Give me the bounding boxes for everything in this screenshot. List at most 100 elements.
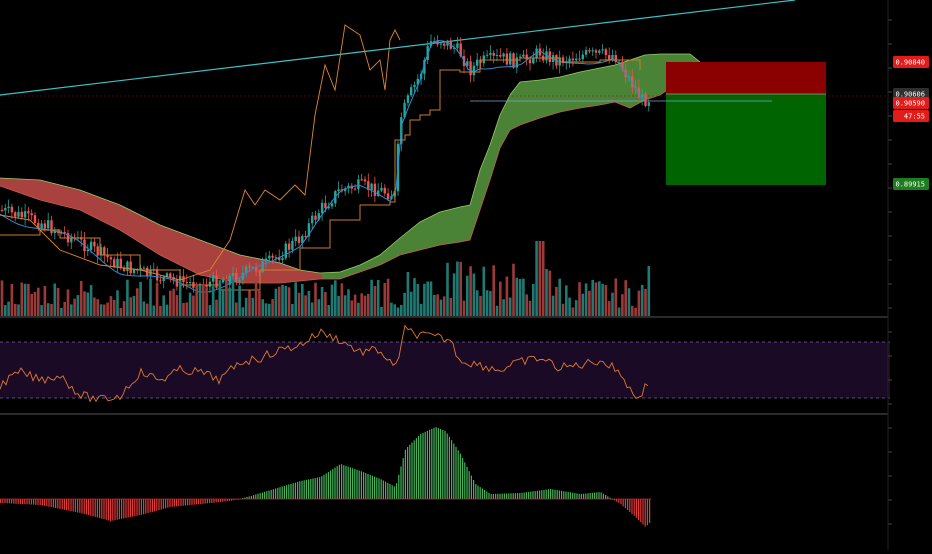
candle-body[interactable] bbox=[185, 282, 188, 284]
candle-body[interactable] bbox=[304, 236, 307, 237]
candle-body[interactable] bbox=[14, 212, 17, 217]
candle-body[interactable] bbox=[86, 249, 89, 252]
candle-body[interactable] bbox=[403, 102, 406, 118]
candle-body[interactable] bbox=[30, 213, 33, 216]
candle-body[interactable] bbox=[581, 54, 584, 60]
candle-body[interactable] bbox=[119, 258, 122, 268]
candle-body[interactable] bbox=[291, 240, 294, 250]
candle-body[interactable] bbox=[7, 206, 10, 208]
candle-body[interactable] bbox=[129, 261, 132, 274]
candle-body[interactable] bbox=[370, 183, 373, 191]
candle-body[interactable] bbox=[617, 61, 621, 63]
candle-body[interactable] bbox=[525, 54, 528, 60]
candle-body[interactable] bbox=[591, 50, 594, 52]
candle-body[interactable] bbox=[476, 59, 479, 66]
candle-body[interactable] bbox=[297, 236, 301, 243]
candle-body[interactable] bbox=[337, 189, 340, 192]
candle-body[interactable] bbox=[386, 193, 390, 199]
candle-body[interactable] bbox=[0, 210, 4, 211]
candle-body[interactable] bbox=[466, 61, 469, 66]
candle-body[interactable] bbox=[317, 213, 320, 220]
candle-body[interactable] bbox=[344, 188, 347, 192]
candle-body[interactable] bbox=[159, 280, 162, 282]
candle-body[interactable] bbox=[311, 215, 314, 224]
candle-body[interactable] bbox=[515, 57, 518, 68]
candle-body[interactable] bbox=[248, 266, 251, 268]
candle-body[interactable] bbox=[594, 50, 598, 53]
candle-body[interactable] bbox=[268, 255, 271, 259]
candle-body[interactable] bbox=[254, 267, 258, 272]
candle-body[interactable] bbox=[235, 273, 238, 282]
candle-body[interactable] bbox=[601, 49, 604, 51]
candle-body[interactable] bbox=[443, 43, 446, 46]
candle-body[interactable] bbox=[284, 243, 287, 259]
candle-body[interactable] bbox=[631, 76, 634, 88]
candle-body[interactable] bbox=[99, 247, 103, 256]
candle-body[interactable] bbox=[406, 95, 410, 103]
candle-body[interactable] bbox=[641, 94, 644, 98]
candle-body[interactable] bbox=[647, 102, 650, 106]
candle-body[interactable] bbox=[63, 232, 66, 234]
candle-body[interactable] bbox=[122, 267, 126, 272]
candle-body[interactable] bbox=[162, 276, 165, 282]
candle-body[interactable] bbox=[637, 87, 641, 98]
candle-body[interactable] bbox=[469, 61, 472, 76]
candle-body[interactable] bbox=[93, 241, 96, 247]
candle-body[interactable] bbox=[363, 179, 367, 182]
candle-body[interactable] bbox=[205, 284, 208, 287]
candle-body[interactable] bbox=[456, 43, 459, 48]
candle-body[interactable] bbox=[522, 54, 525, 57]
candle-body[interactable] bbox=[188, 282, 192, 284]
candle-body[interactable] bbox=[353, 188, 357, 190]
candle-body[interactable] bbox=[89, 241, 93, 250]
candle-body[interactable] bbox=[492, 53, 495, 56]
candle-body[interactable] bbox=[287, 243, 291, 250]
candle-body[interactable] bbox=[627, 76, 631, 78]
candle-body[interactable] bbox=[116, 258, 119, 268]
candle-body[interactable] bbox=[373, 183, 377, 196]
candle-body[interactable] bbox=[413, 84, 416, 88]
candle-body[interactable] bbox=[27, 211, 30, 214]
candle-body[interactable] bbox=[103, 247, 106, 256]
candle-body[interactable] bbox=[545, 51, 548, 61]
candle-body[interactable] bbox=[584, 50, 588, 55]
candle-body[interactable] bbox=[561, 57, 565, 63]
candle-body[interactable] bbox=[604, 49, 608, 56]
candle-body[interactable] bbox=[347, 185, 350, 189]
candle-body[interactable] bbox=[47, 220, 50, 229]
candle-body[interactable] bbox=[578, 58, 581, 60]
candle-body[interactable] bbox=[23, 211, 27, 218]
candle-body[interactable] bbox=[113, 259, 116, 268]
candle-body[interactable] bbox=[281, 258, 284, 260]
candle-body[interactable] bbox=[614, 55, 617, 63]
candle-body[interactable] bbox=[518, 56, 522, 58]
candle-body[interactable] bbox=[228, 276, 231, 285]
candle-body[interactable] bbox=[40, 223, 43, 229]
candle-body[interactable] bbox=[215, 275, 218, 288]
candle-body[interactable] bbox=[208, 281, 212, 287]
candle-body[interactable] bbox=[231, 273, 235, 276]
candle-body[interactable] bbox=[241, 272, 245, 280]
candle-body[interactable] bbox=[307, 223, 311, 237]
candle-body[interactable] bbox=[53, 230, 56, 234]
candle-body[interactable] bbox=[221, 279, 225, 283]
trendline[interactable] bbox=[0, 0, 796, 96]
candle-body[interactable] bbox=[459, 43, 462, 57]
candle-body[interactable] bbox=[261, 261, 264, 273]
candle-body[interactable] bbox=[621, 61, 624, 70]
candle-body[interactable] bbox=[43, 223, 47, 229]
candle-body[interactable] bbox=[588, 50, 591, 52]
candle-body[interactable] bbox=[169, 273, 172, 278]
candle-body[interactable] bbox=[330, 203, 334, 207]
candle-body[interactable] bbox=[301, 236, 304, 243]
candle-body[interactable] bbox=[70, 237, 73, 243]
candle-body[interactable] bbox=[314, 215, 317, 220]
candle-body[interactable] bbox=[360, 179, 363, 181]
candle-body[interactable] bbox=[109, 257, 113, 260]
candle-body[interactable] bbox=[377, 190, 380, 196]
candle-body[interactable] bbox=[96, 246, 99, 256]
candle-body[interactable] bbox=[452, 47, 456, 49]
candle-body[interactable] bbox=[324, 202, 327, 209]
